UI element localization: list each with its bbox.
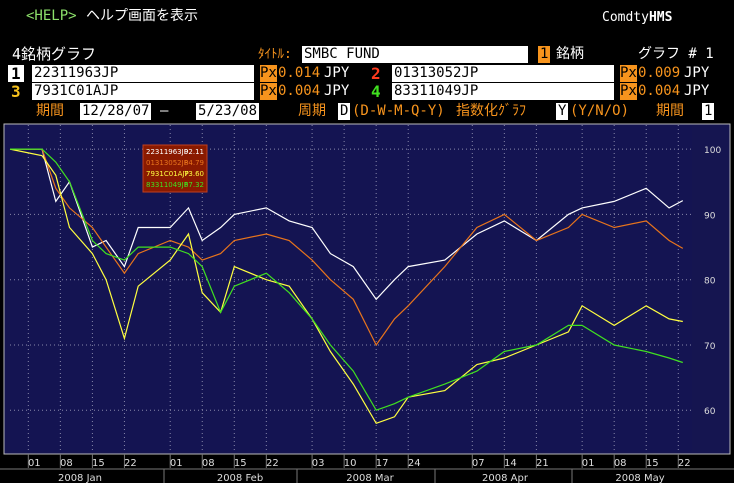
x-tick-label: 14 (504, 458, 517, 469)
price-label: Px (620, 83, 637, 100)
price-label: Px (620, 65, 637, 82)
index-field[interactable]: Y (556, 103, 569, 120)
ticker-field[interactable]: 22311963JP (32, 65, 254, 82)
period2-label: 期間 (656, 103, 684, 119)
x-tick-label: 08 (614, 458, 627, 469)
title-label: ﾀｲﾄﾙ: (258, 47, 292, 62)
legend-value: 67.32 (184, 181, 204, 189)
tick-field[interactable]: 0.004 (638, 83, 681, 99)
x-tick-label: 01 (170, 458, 183, 469)
help-text: ヘルプ画面を表示 (86, 8, 198, 24)
period-label: 期間 (36, 103, 64, 119)
currency: JPY (324, 65, 350, 81)
title-field[interactable]: SMBC FUND (302, 46, 528, 63)
x-tick-label: 10 (344, 458, 357, 469)
legend-value: 92.11 (184, 148, 204, 156)
x-tick-label: 15 (646, 458, 659, 469)
x-tick-label: 01 (582, 458, 595, 469)
tick-field[interactable]: 0.009 (638, 65, 681, 81)
brand-name: Comdty (602, 10, 649, 25)
x-tick-label: 21 (536, 458, 549, 469)
x-tick-label: 22 (124, 458, 137, 469)
legend-name: 22311963JP (146, 148, 188, 156)
x-tick-label: 07 (472, 458, 485, 469)
tick-field[interactable]: 0.014 (278, 65, 321, 81)
x-tick-label: 08 (202, 458, 215, 469)
series-line (10, 148, 683, 411)
legend-name: 7931C01AJP (146, 170, 189, 178)
start-field[interactable]: 12/28/07 (80, 103, 152, 120)
x-tick-label: 15 (234, 458, 247, 469)
y-tick-label: 80 (704, 277, 716, 287)
brand: ComdtyHMS (602, 9, 672, 26)
security-number: 4 (371, 82, 381, 101)
security-number: 2 (371, 64, 381, 83)
graph-label: グラフ # 1 (638, 46, 714, 62)
index-options: (Y/N/O) (570, 103, 630, 119)
legend-name: 83311049JP (146, 181, 188, 189)
freq-field[interactable]: D (338, 103, 351, 120)
x-tick-label: 08 (60, 458, 73, 469)
ticker-field[interactable]: 83311049JP (392, 83, 614, 100)
count-label: 銘柄 (556, 46, 584, 62)
x-tick-label: 01 (28, 458, 41, 469)
period2-field[interactable]: 1 (702, 103, 715, 120)
currency: JPY (324, 83, 350, 99)
security-number: 3 (11, 82, 21, 101)
page-title: 4銘柄グラフ (12, 45, 97, 63)
currency: JPY (684, 65, 710, 81)
freq-label: 周期 (298, 103, 326, 119)
x-tick-label: 24 (408, 458, 421, 469)
tick-field[interactable]: 0.004 (278, 83, 321, 99)
legend-value: 73.60 (184, 170, 204, 178)
brand-bold: HMS (648, 10, 673, 25)
index-label: 指数化ｸﾞﾗﾌ (456, 103, 526, 119)
x-tick-label: 17 (376, 458, 389, 469)
x-tick-label: 22 (678, 458, 691, 469)
month-label: 2008 Apr (482, 473, 529, 483)
count-field[interactable]: 1 (538, 46, 551, 63)
currency: JPY (684, 83, 710, 99)
y-tick-label: 90 (704, 211, 716, 221)
y-tick-label: 100 (704, 146, 721, 156)
help-key[interactable]: <HELP> (26, 8, 77, 24)
dash: — (160, 103, 169, 119)
ticker-field[interactable]: 7931C01AJP (32, 83, 254, 100)
series-line (10, 148, 684, 301)
chart: 60 70 80 90 100 01 08 15 22 01 08 15 22 03 10 17 24 07 14 2… (0, 122, 734, 483)
month-label: 2008 Mar (346, 473, 394, 483)
freq-options: (D-W-M-Q-Y) (352, 103, 445, 119)
legend-value: 84.79 (184, 159, 204, 167)
price-label: Px (260, 65, 277, 82)
security-number: 1 (8, 65, 24, 82)
month-label: 2008 May (615, 473, 664, 483)
ticker-field[interactable]: 01313052JP (392, 65, 614, 82)
legend-name: 01313052JP (146, 159, 188, 167)
x-tick-label: 22 (266, 458, 279, 469)
y-tick-label: 60 (704, 407, 716, 417)
x-tick-label: 15 (92, 458, 105, 469)
month-label: 2008 Jan (58, 473, 102, 483)
series-line (10, 148, 684, 347)
x-tick-label: 03 (312, 458, 325, 469)
end-field[interactable]: 5/23/08 (196, 103, 260, 120)
month-label: 2008 Feb (217, 473, 263, 483)
price-label: Px (260, 83, 277, 100)
y-tick-label: 70 (704, 342, 716, 352)
legend-box (142, 144, 208, 193)
plot-area (10, 125, 692, 452)
